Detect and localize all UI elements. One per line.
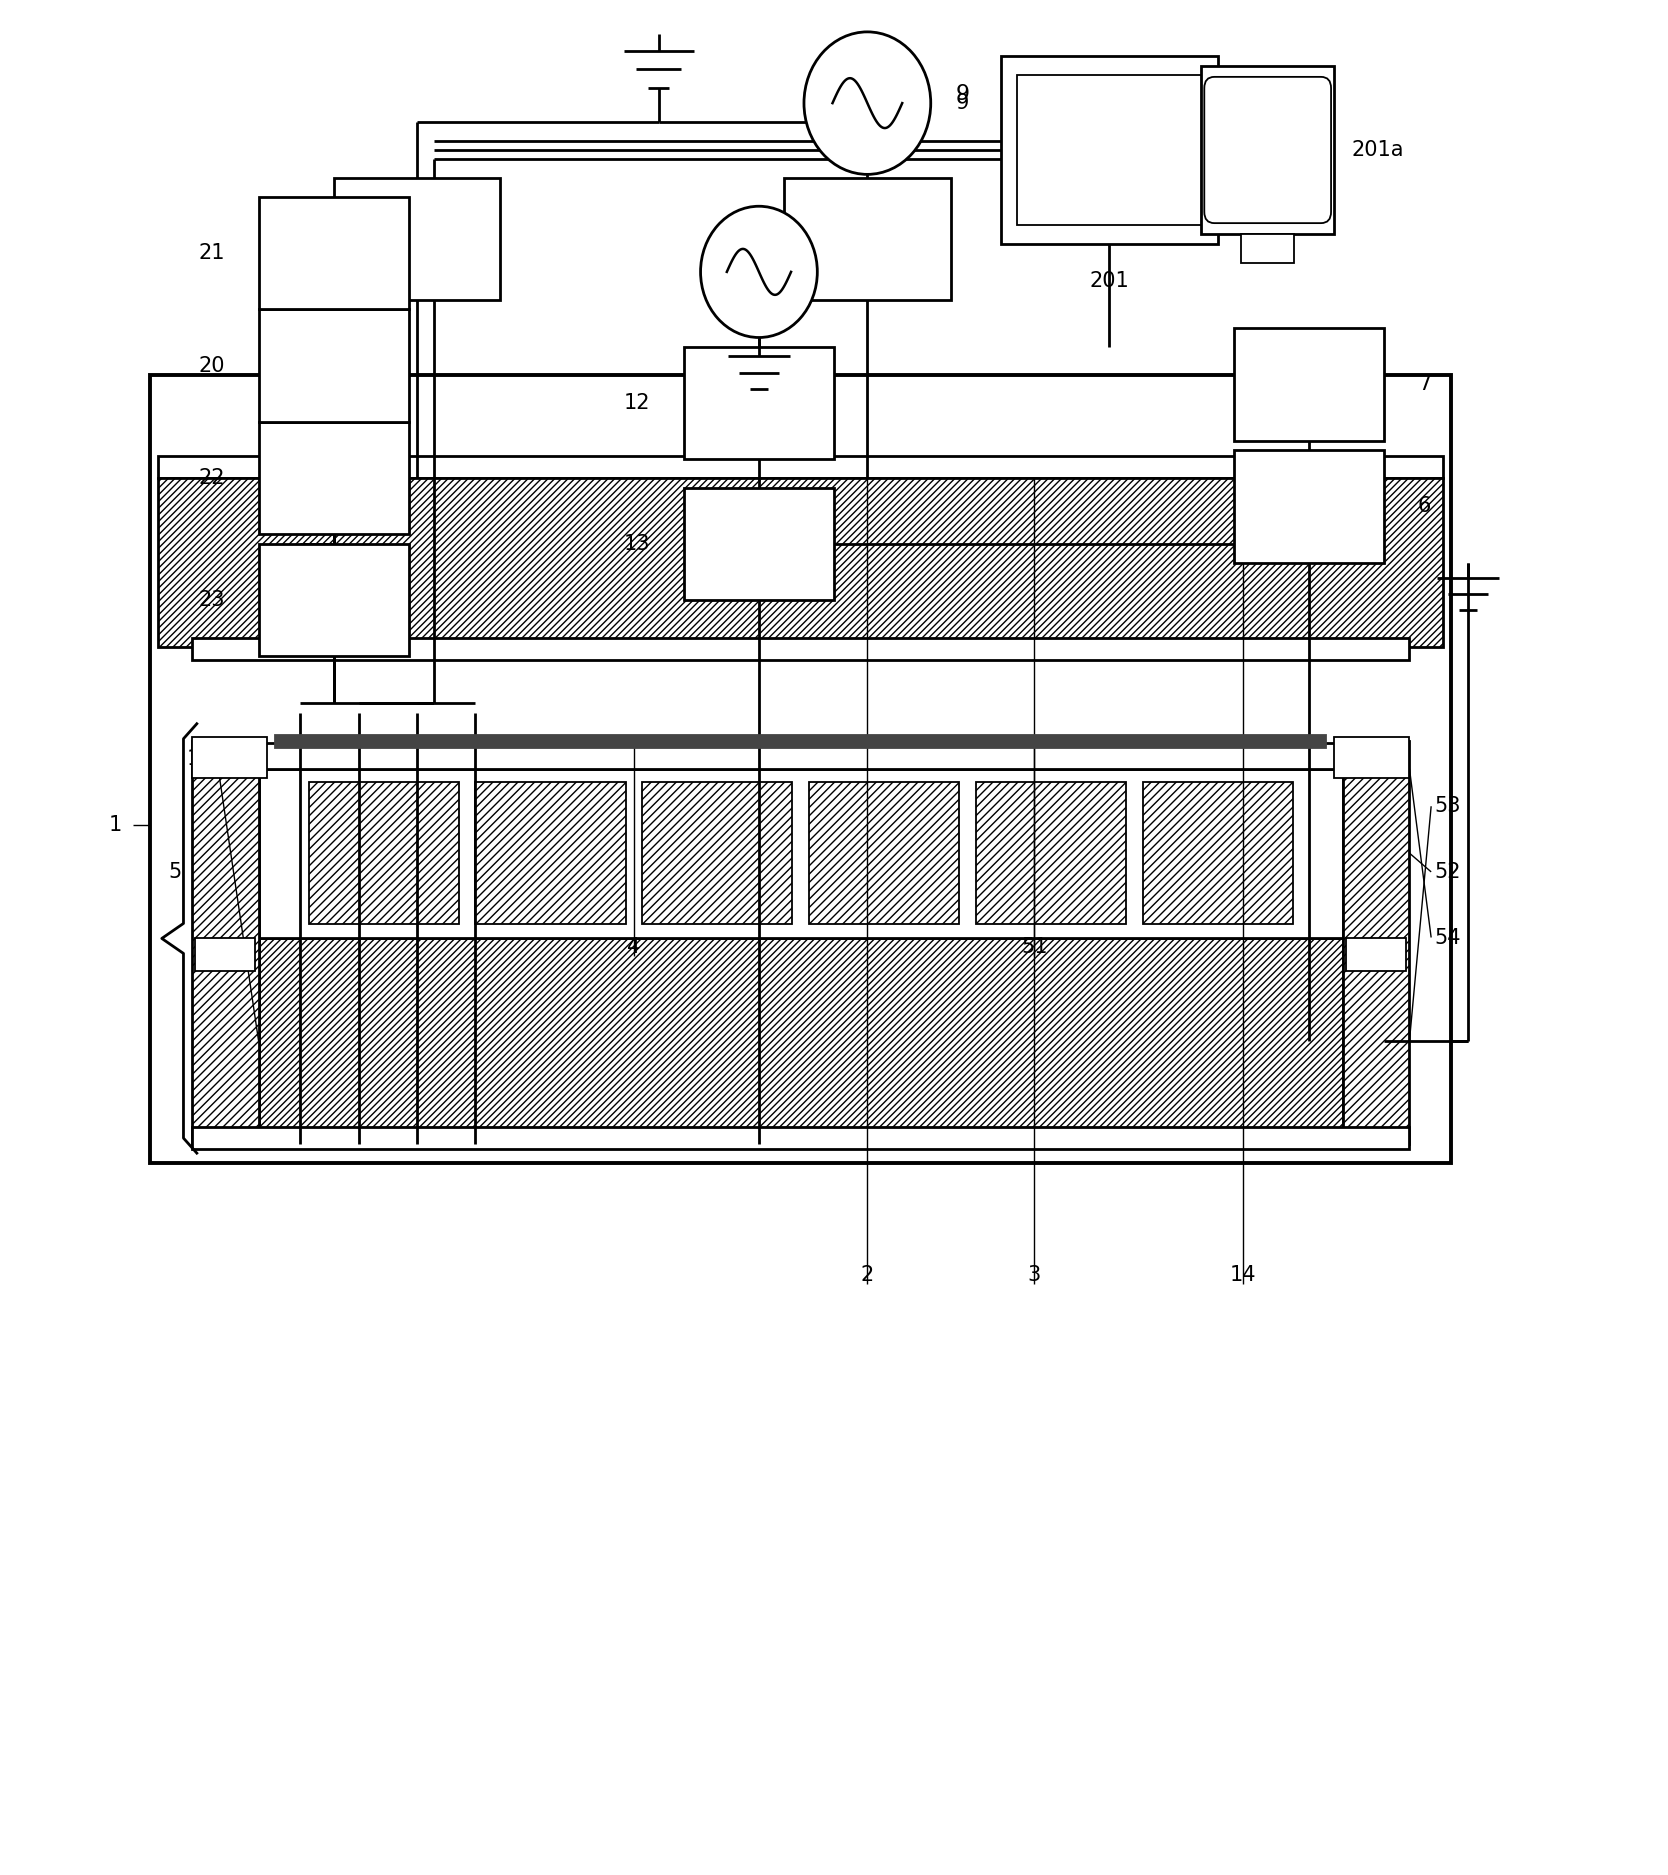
Text: 54: 54 <box>1434 928 1461 947</box>
Text: 12: 12 <box>744 392 774 414</box>
Text: 201: 201 <box>1089 272 1129 291</box>
Bar <box>259 769 1343 938</box>
Bar <box>475 782 626 924</box>
Bar <box>259 309 409 422</box>
Text: 23: 23 <box>319 589 349 611</box>
Circle shape <box>701 206 817 338</box>
Bar <box>259 938 1343 1144</box>
Text: 6: 6 <box>1418 497 1431 516</box>
Bar <box>1334 737 1409 778</box>
Text: 15: 15 <box>187 750 214 769</box>
Text: 7: 7 <box>1303 373 1316 396</box>
Text: 12: 12 <box>624 394 651 412</box>
Bar <box>976 782 1126 924</box>
Bar <box>1343 741 1409 1144</box>
Text: 8: 8 <box>409 227 425 251</box>
Bar <box>195 938 255 971</box>
Text: 53: 53 <box>1434 797 1461 816</box>
Text: 20: 20 <box>319 354 349 377</box>
Bar <box>1234 328 1384 441</box>
Text: 51: 51 <box>1021 938 1048 956</box>
Text: 1: 1 <box>108 816 122 834</box>
Text: 4: 4 <box>627 938 641 956</box>
Text: 5: 5 <box>168 862 182 881</box>
Bar <box>1346 938 1406 971</box>
Bar <box>334 178 500 300</box>
Text: 11: 11 <box>837 262 864 281</box>
Text: 21: 21 <box>319 242 349 264</box>
Text: 11: 11 <box>834 272 862 291</box>
Bar <box>192 737 267 778</box>
Bar <box>259 544 409 656</box>
Circle shape <box>804 32 931 174</box>
Bar <box>809 782 959 924</box>
Bar <box>1201 66 1334 234</box>
Bar <box>158 478 1443 647</box>
Text: 9: 9 <box>956 84 969 103</box>
Text: 10: 10 <box>852 227 882 251</box>
Text: 6: 6 <box>1303 495 1316 518</box>
Text: 201a: 201a <box>1351 141 1403 159</box>
Bar <box>192 741 259 1144</box>
Text: 13: 13 <box>744 532 774 555</box>
Bar <box>1234 450 1384 562</box>
Text: 52: 52 <box>1434 862 1461 881</box>
Text: 8: 8 <box>279 229 292 249</box>
Bar <box>158 456 1443 478</box>
Bar <box>684 488 834 600</box>
Text: 22: 22 <box>319 467 349 489</box>
FancyBboxPatch shape <box>1204 77 1331 223</box>
Bar <box>684 347 834 459</box>
Text: 13: 13 <box>624 534 651 553</box>
Text: 21: 21 <box>198 244 225 262</box>
Text: 7: 7 <box>1418 375 1431 394</box>
Bar <box>259 197 409 309</box>
Bar <box>259 422 409 534</box>
Text: 9: 9 <box>956 94 969 112</box>
Bar <box>642 782 792 924</box>
Bar <box>275 735 1326 748</box>
Bar <box>192 638 1409 660</box>
Text: 3: 3 <box>1027 1266 1041 1284</box>
Text: 14: 14 <box>1229 1266 1256 1284</box>
Text: 22: 22 <box>198 469 225 488</box>
Bar <box>1241 234 1294 262</box>
Text: 10: 10 <box>716 229 742 249</box>
Text: 2: 2 <box>861 1266 874 1284</box>
Bar <box>1017 75 1201 225</box>
Bar <box>1001 56 1218 244</box>
Bar <box>259 742 1343 769</box>
Bar <box>1143 782 1293 924</box>
Bar <box>784 178 951 300</box>
Text: 20: 20 <box>198 356 225 375</box>
Bar <box>150 375 1451 1162</box>
Bar <box>192 1127 1409 1149</box>
Text: 23: 23 <box>198 591 225 609</box>
Bar <box>309 782 459 924</box>
